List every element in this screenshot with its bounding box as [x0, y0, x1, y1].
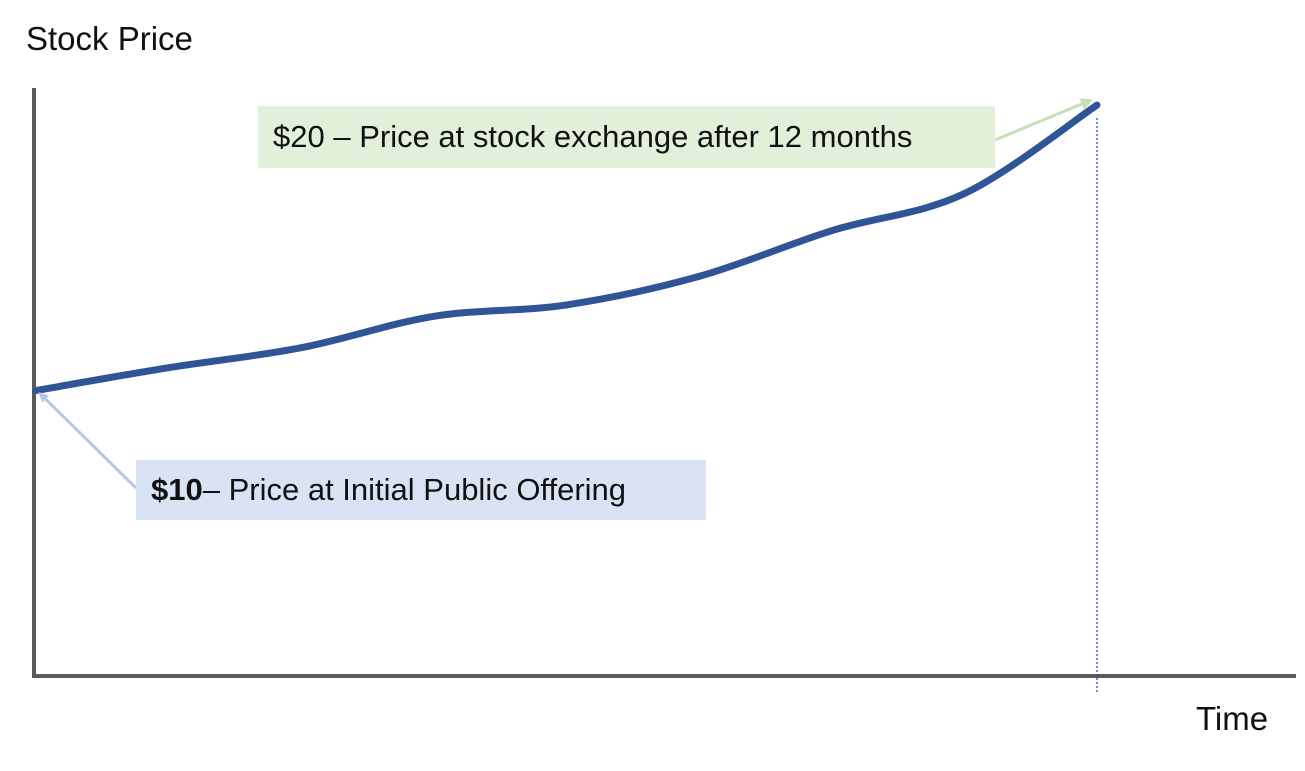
x-axis-title: Time — [1196, 700, 1269, 737]
end-price-callout: $20 – Price at stock exchange after 12 m… — [258, 106, 995, 168]
data-point-3 — [431, 313, 437, 319]
data-point-6 — [829, 228, 835, 234]
data-point-1 — [166, 365, 172, 371]
data-point-4 — [564, 302, 570, 308]
data-point-8 — [1094, 102, 1100, 108]
end-callout-text: $20 – Price at stock exchange after 12 m… — [273, 119, 913, 154]
start-callout-text: – Price at Initial Public Offering — [202, 472, 627, 507]
data-point-2 — [298, 345, 304, 351]
price-series-line — [32, 101, 1101, 394]
start-price-callout: $10 – Price at Initial Public Offering — [136, 460, 706, 520]
data-point-0 — [33, 388, 39, 394]
data-point-7 — [961, 191, 967, 197]
end-callout-arrow — [994, 98, 1093, 142]
y-axis-title: Stock Price — [26, 20, 193, 57]
data-point-5 — [696, 273, 702, 279]
start-callout-arrow — [38, 392, 138, 490]
start-callout-price: $10 — [151, 472, 203, 507]
